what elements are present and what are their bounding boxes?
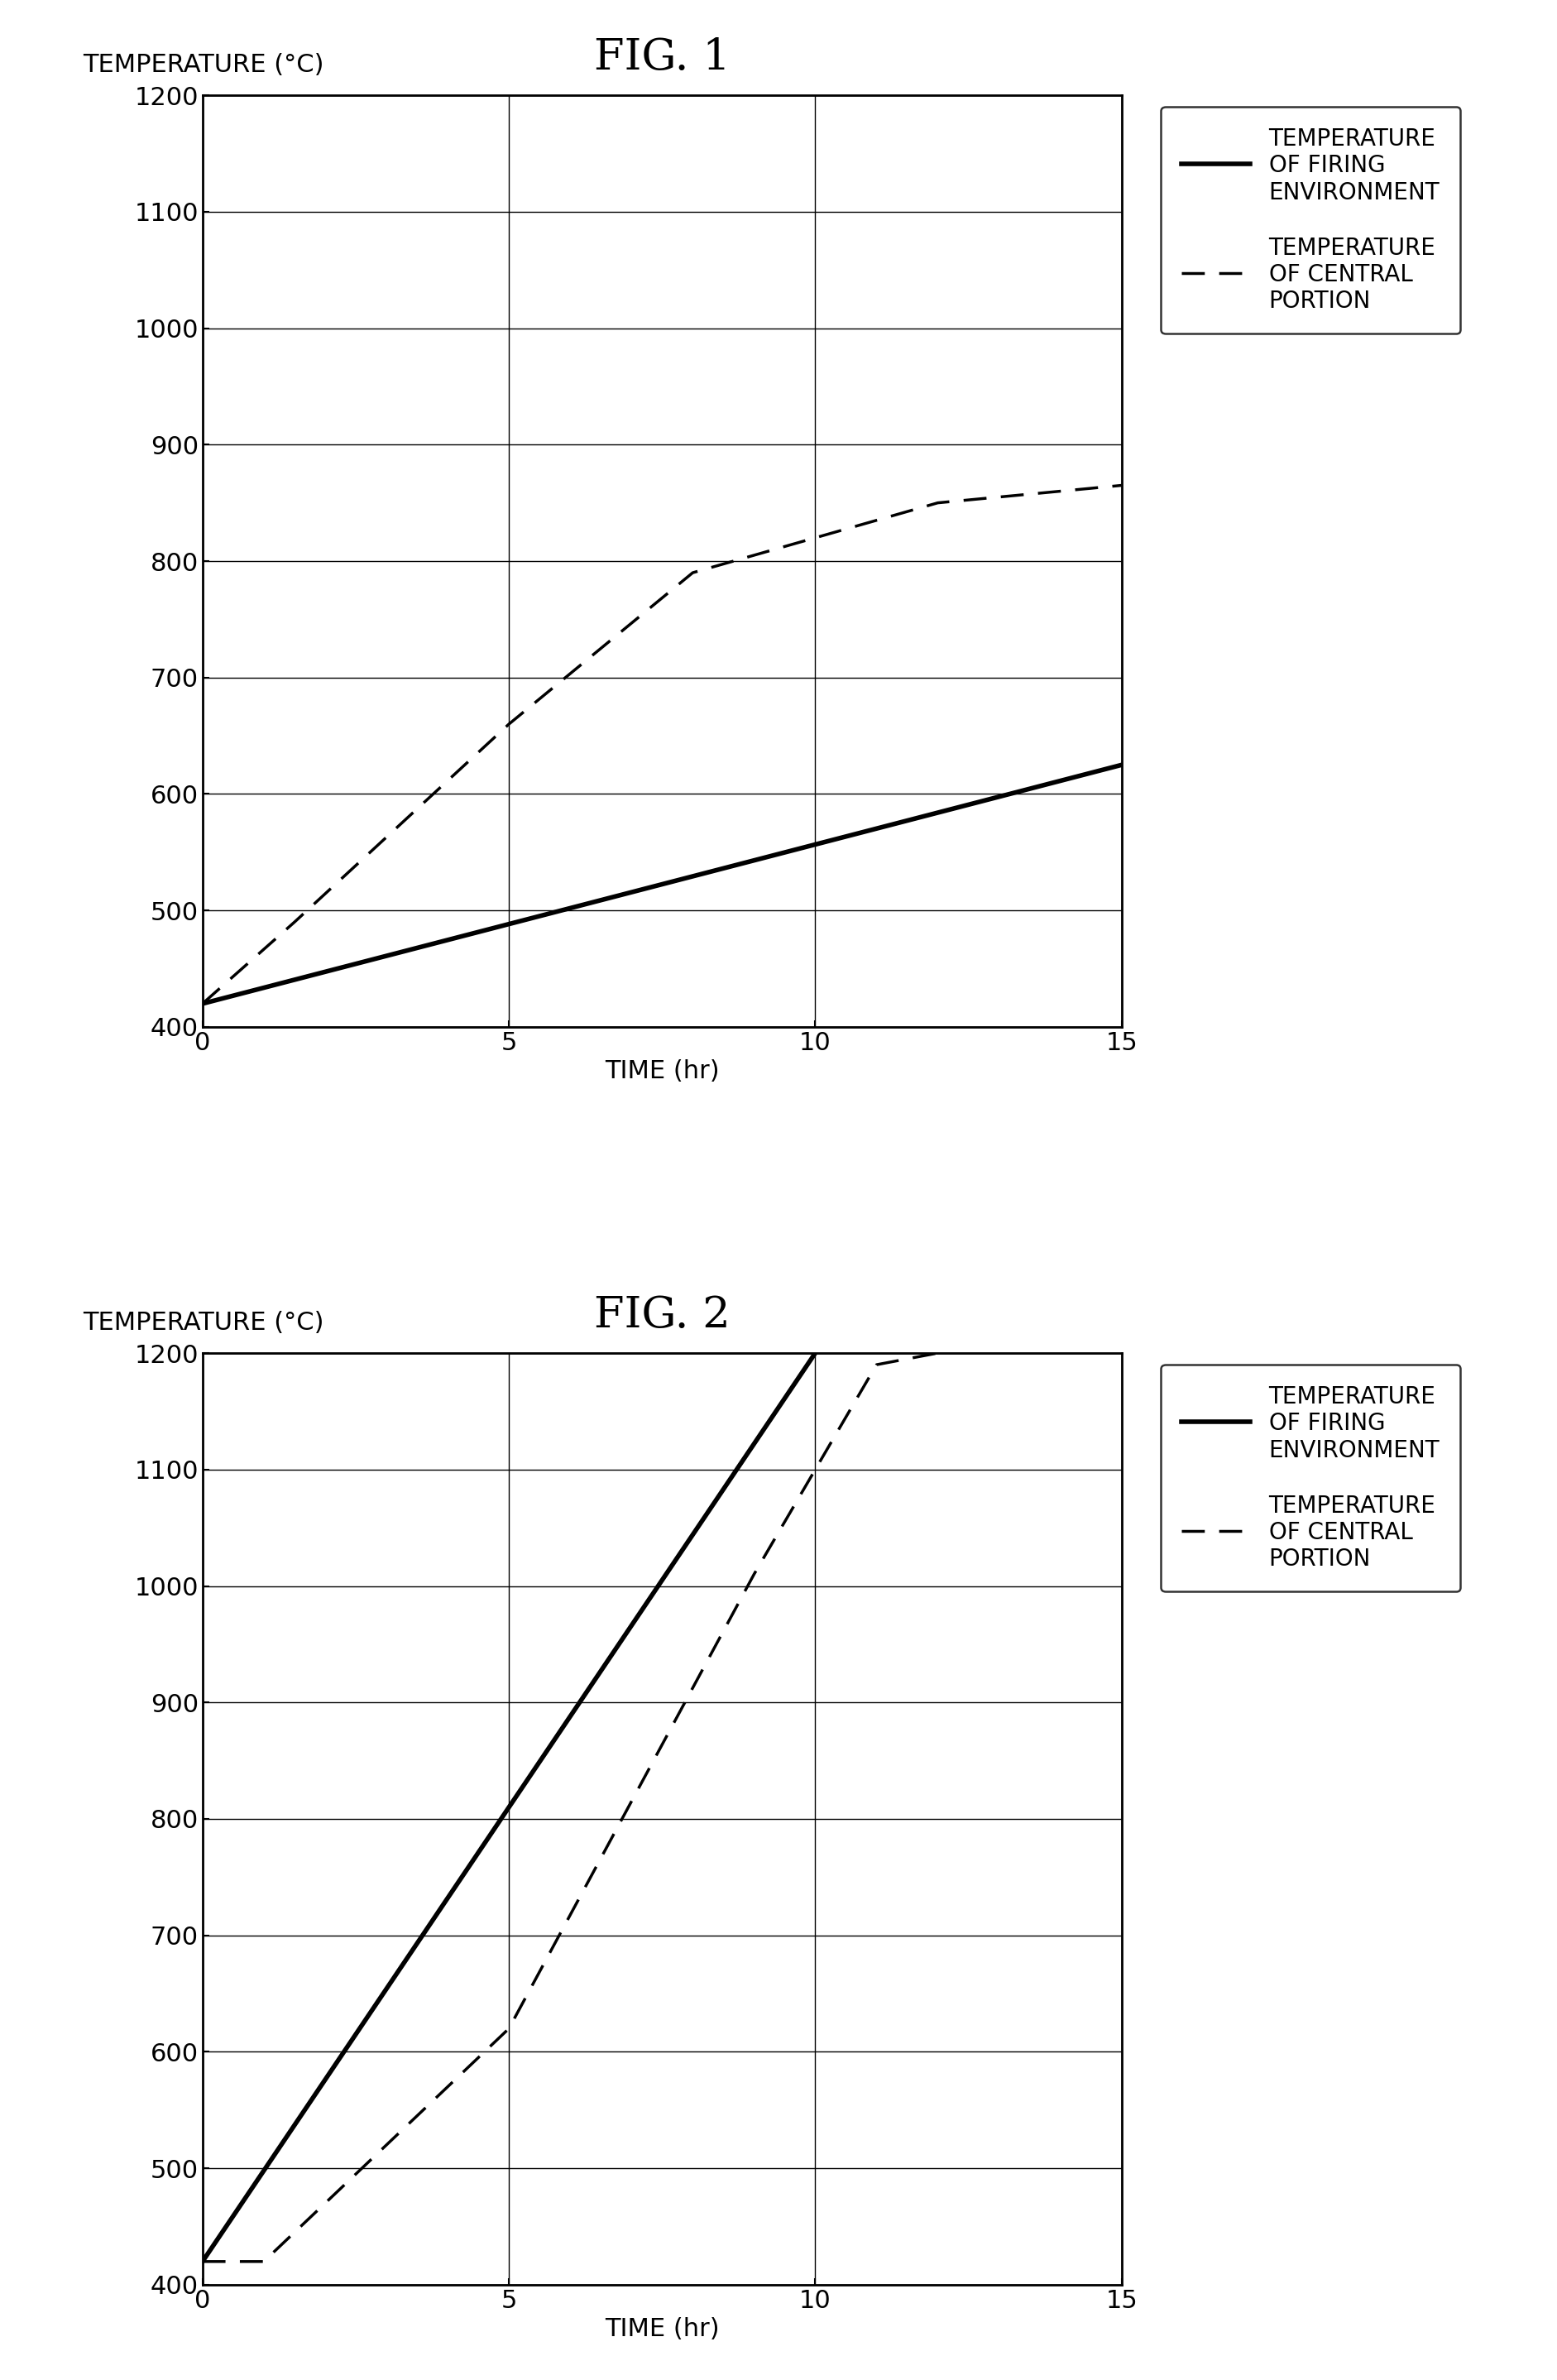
Legend: TEMPERATURE
OF FIRING
ENVIRONMENT, TEMPERATURE
OF CENTRAL
PORTION: TEMPERATURE OF FIRING ENVIRONMENT, TEMPE… bbox=[1160, 107, 1459, 333]
X-axis label: TIME (hr): TIME (hr) bbox=[604, 1059, 719, 1083]
Text: TEMPERATURE (°C): TEMPERATURE (°C) bbox=[83, 52, 324, 76]
Legend: TEMPERATURE
OF FIRING
ENVIRONMENT, TEMPERATURE
OF CENTRAL
PORTION: TEMPERATURE OF FIRING ENVIRONMENT, TEMPE… bbox=[1160, 1364, 1459, 1592]
X-axis label: TIME (hr): TIME (hr) bbox=[604, 2318, 719, 2342]
Title: FIG. 2: FIG. 2 bbox=[593, 1295, 730, 1338]
Title: FIG. 1: FIG. 1 bbox=[593, 36, 730, 79]
Text: TEMPERATURE (°C): TEMPERATURE (°C) bbox=[83, 1311, 324, 1335]
